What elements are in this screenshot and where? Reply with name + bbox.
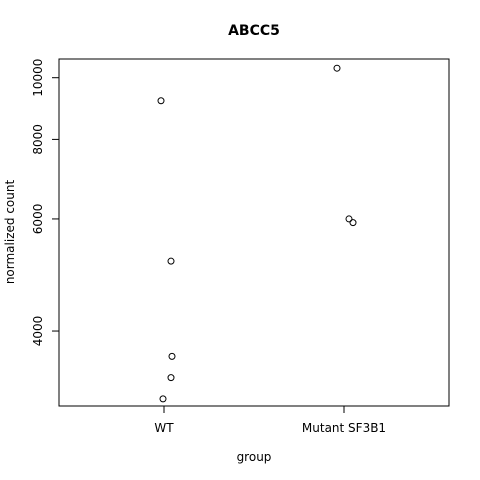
y-tick-label: 10000 — [31, 59, 45, 97]
data-point — [349, 219, 357, 227]
y-axis: 4000 6000 8000 10000 — [31, 59, 60, 347]
data-point — [345, 215, 353, 223]
data-point — [167, 257, 175, 265]
x-tick-label: Mutant SF3B1 — [302, 421, 386, 435]
plot-frame — [58, 58, 450, 407]
data-point — [159, 395, 167, 403]
x-tick-label: WT — [154, 421, 174, 435]
x-axis: WT Mutant SF3B1 — [154, 406, 386, 435]
data-point — [157, 97, 165, 105]
x-axis-label: group — [237, 450, 272, 464]
data-point — [168, 352, 176, 360]
y-tick-label: 8000 — [31, 124, 45, 155]
data-points — [157, 64, 357, 403]
data-point — [333, 64, 341, 72]
y-tick-label: 6000 — [31, 204, 45, 235]
data-point — [167, 374, 175, 382]
y-tick-label: 4000 — [31, 316, 45, 347]
y-axis-label: normalized count — [3, 180, 17, 285]
chart-title: ABCC5 — [228, 23, 280, 39]
